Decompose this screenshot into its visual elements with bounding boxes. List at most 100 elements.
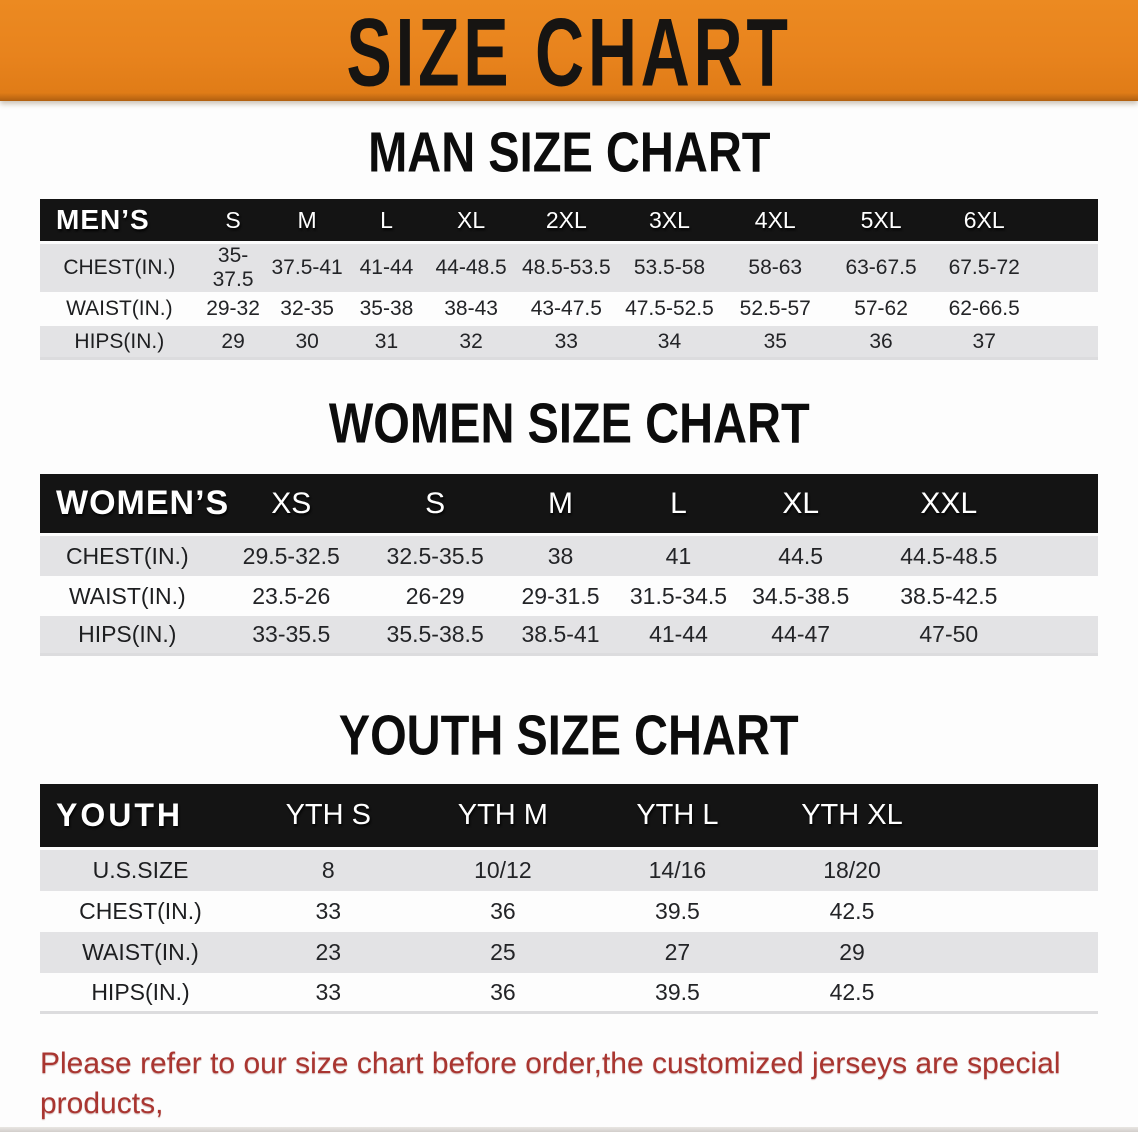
size-value: 29 — [198, 326, 268, 360]
size-value: 23.5-26 — [214, 576, 368, 616]
spacer-cell — [939, 891, 1098, 932]
spacer-cell — [939, 973, 1098, 1014]
size-value: 44-48.5 — [426, 244, 517, 292]
size-chart-banner: SIZE CHART — [0, 0, 1138, 106]
size-value: 41 — [618, 536, 739, 576]
measurement-row: CHEST(IN.) 29.5-32.5 32.5-35.5 38 41 44.5 44.5… — [40, 536, 1098, 576]
size-value: 42.5 — [764, 891, 940, 932]
size-value: 41-44 — [618, 616, 739, 656]
spacer-cell — [1034, 576, 1098, 616]
size-value: 27 — [590, 932, 765, 973]
spacer-cell — [1034, 616, 1098, 656]
size-value: 23 — [241, 932, 416, 973]
size-value: 39.5 — [590, 973, 765, 1014]
size-value: 37 — [933, 326, 1035, 360]
measurement-row-label: CHEST(IN.) — [40, 244, 199, 292]
size-column-header: XS — [214, 474, 368, 536]
measurement-row-label: WAIST(IN.) — [40, 576, 215, 616]
size-column-header: XXL — [863, 474, 1035, 536]
size-column-header: S — [198, 199, 268, 244]
size-column-header: 5XL — [828, 199, 934, 244]
size-header-row: MEN’S S M L XL 2XL 3XL 4XL 5XL 6XL — [40, 199, 1098, 244]
size-value: 32 — [426, 326, 517, 360]
size-column-header: XL — [426, 199, 517, 244]
size-value: 38.5-41 — [502, 616, 619, 656]
youth-size-chart-heading: YOUTH SIZE CHART — [339, 705, 799, 768]
size-value: 34.5-38.5 — [738, 576, 864, 616]
size-value: 30 — [267, 326, 347, 360]
man-size-chart-heading: MAN SIZE CHART — [367, 122, 771, 185]
spacer-cell — [939, 784, 1098, 850]
size-value: 37.5-41 — [267, 244, 347, 292]
disclaimer-line-1: Please refer to our size chart before or… — [40, 1047, 1061, 1120]
size-value: 32-35 — [267, 292, 347, 326]
size-value: 25 — [415, 932, 591, 973]
size-column-header: 6XL — [933, 199, 1035, 244]
measurement-row-label: U.S.SIZE — [40, 850, 242, 891]
spacer-cell — [1034, 326, 1098, 360]
size-value: 39.5 — [590, 891, 765, 932]
size-value: 29-32 — [198, 292, 268, 326]
size-value: 35-38 — [346, 292, 427, 326]
size-value: 57-62 — [828, 292, 934, 326]
size-value: 43-47.5 — [516, 292, 617, 326]
measurement-row: HIPS(IN.) 33 36 39.5 42.5 — [40, 973, 1098, 1014]
size-value: 36 — [415, 891, 591, 932]
size-value: 38-43 — [426, 292, 517, 326]
bottom-edge-shadow — [0, 1127, 1138, 1132]
size-value: 14/16 — [590, 850, 765, 891]
size-value: 42.5 — [764, 973, 940, 1014]
size-value: 18/20 — [764, 850, 940, 891]
measurement-row: HIPS(IN.) 29 30 31 32 33 34 35 36 37 — [40, 326, 1098, 360]
size-chart-title: SIZE CHART — [346, 0, 792, 107]
size-value: 35.5-38.5 — [367, 616, 503, 656]
size-value: 31 — [346, 326, 427, 360]
size-group-label: WOMEN’S — [40, 474, 228, 536]
measurement-row-label: CHEST(IN.) — [40, 536, 215, 576]
size-value: 35-37.5 — [198, 244, 268, 292]
measurement-row-label: HIPS(IN.) — [40, 326, 199, 360]
size-value: 29.5-32.5 — [214, 536, 368, 576]
women-size-chart-heading: WOMEN SIZE CHART — [328, 393, 810, 456]
size-column-header: YTH S — [241, 784, 416, 850]
measurement-row: WAIST(IN.) 23.5-26 26-29 29-31.5 31.5-34.5 34… — [40, 576, 1098, 616]
spacer-cell — [1034, 199, 1098, 244]
size-column-header: L — [618, 474, 739, 536]
size-value: 62-66.5 — [933, 292, 1035, 326]
size-value: 52.5-57 — [722, 292, 829, 326]
size-value: 47.5-52.5 — [616, 292, 723, 326]
size-value: 38.5-42.5 — [863, 576, 1035, 616]
size-value: 26-29 — [367, 576, 503, 616]
men-size-table: MEN’S S M L XL 2XL 3XL 4XL 5XL 6XL CHEST(IN.) 35-37… — [40, 199, 1098, 360]
size-column-header: YTH L — [590, 784, 765, 850]
size-value: 33 — [516, 326, 617, 360]
youth-size-table: YOUTH YTH S YTH M YTH L YTH XL U.S.SIZE 8 10/12… — [40, 784, 1098, 1014]
size-header-row: WOMEN’S XS S M L XL XXL — [40, 474, 1098, 536]
size-value: 33-35.5 — [214, 616, 368, 656]
size-column-header: M — [502, 474, 619, 536]
size-value: 67.5-72 — [933, 244, 1035, 292]
spacer-cell — [1034, 292, 1098, 326]
size-value: 63-67.5 — [828, 244, 934, 292]
size-value: 34 — [616, 326, 723, 360]
size-value: 35 — [722, 326, 829, 360]
spacer-cell — [1034, 244, 1098, 292]
size-value: 41-44 — [346, 244, 427, 292]
measurement-row: U.S.SIZE 8 10/12 14/16 18/20 — [40, 850, 1098, 891]
disclaimer-text: Please refer to our size chart before or… — [40, 1044, 1098, 1132]
measurement-row-label: HIPS(IN.) — [40, 616, 215, 656]
spacer-cell — [1034, 474, 1098, 536]
measurement-row-label: HIPS(IN.) — [40, 973, 242, 1014]
size-group-label: YOUTH — [40, 784, 242, 850]
size-value: 31.5-34.5 — [618, 576, 739, 616]
size-column-header: 3XL — [616, 199, 723, 244]
size-value: 47-50 — [863, 616, 1035, 656]
size-value: 36 — [415, 973, 591, 1014]
measurement-row-label: WAIST(IN.) — [40, 292, 199, 326]
measurement-row-label: CHEST(IN.) — [40, 891, 242, 932]
size-value: 58-63 — [722, 244, 829, 292]
size-column-header: 2XL — [516, 199, 617, 244]
measurement-row: WAIST(IN.) 29-32 32-35 35-38 38-43 43-47.5 47.… — [40, 292, 1098, 326]
size-value: 32.5-35.5 — [367, 536, 503, 576]
size-value: 10/12 — [415, 850, 591, 891]
